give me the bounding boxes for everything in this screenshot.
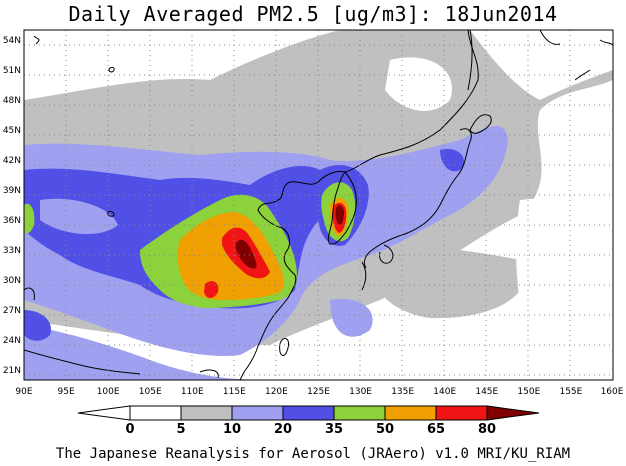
map-footer: The Japanese Reanalysis for Aerosol (JRA… (55, 446, 571, 462)
lat-tick-label: 48N (3, 96, 21, 106)
legend-level-label: 5 (176, 422, 185, 437)
legend-swatch (333, 405, 386, 421)
map-frame (23, 29, 614, 381)
lon-tick-label: 125E (307, 387, 330, 397)
legend-level-label: 10 (223, 422, 241, 437)
lat-tick-label: 27N (3, 306, 21, 316)
lat-tick-label: 30N (3, 276, 21, 286)
lon-tick-label: 115E (223, 387, 246, 397)
lon-tick-label: 135E (391, 387, 414, 397)
lat-tick-label: 54N (3, 36, 21, 46)
lat-tick-label: 45N (3, 126, 21, 136)
lat-tick-label: 24N (3, 336, 21, 346)
lon-tick-label: 110E (181, 387, 204, 397)
legend-level-label: 35 (325, 422, 343, 437)
longitude-labels: 90E 95E 100E 105E 110E 115E 120E 125E 130E 135E 14… (15, 387, 623, 397)
lat-tick-label: 51N (3, 66, 21, 76)
lon-tick-label: 90E (15, 387, 32, 397)
lat-tick-label: 33N (3, 246, 21, 256)
legend-level-label: 50 (376, 422, 394, 437)
legend-swatch (435, 405, 488, 421)
lon-tick-label: 150E (517, 387, 540, 397)
lat-tick-label: 42N (3, 156, 21, 166)
legend-level-label: 20 (274, 422, 292, 437)
lon-tick-label: 105E (139, 387, 162, 397)
legend-swatch (129, 405, 182, 421)
coastlines (24, 30, 613, 380)
lon-tick-label: 95E (58, 387, 75, 397)
legend-swatch (180, 405, 233, 421)
legend-level-label: 80 (478, 422, 496, 437)
lon-tick-label: 130E (349, 387, 372, 397)
lon-tick-label: 160E (601, 387, 624, 397)
legend-arrow-high (486, 405, 540, 421)
lon-tick-label: 140E (433, 387, 456, 397)
latitude-labels: 21N 24N 27N 30N 33N 36N 39N 42N 45N 48N 51N 54N (3, 36, 21, 376)
legend-arrow-low (77, 405, 131, 421)
lon-tick-label: 100E (97, 387, 120, 397)
color-bar-legend: 0 5 10 20 35 50 65 80 (77, 405, 540, 437)
legend-swatch (282, 405, 335, 421)
lon-tick-label: 120E (265, 387, 288, 397)
legend-level-label: 65 (427, 422, 445, 437)
legend-level-label: 0 (125, 422, 134, 437)
lat-tick-label: 21N (3, 366, 21, 376)
lat-tick-label: 36N (3, 216, 21, 226)
grid-lines (24, 30, 613, 380)
lon-tick-label: 145E (475, 387, 498, 397)
lat-tick-label: 39N (3, 186, 21, 196)
legend-swatch (384, 405, 437, 421)
legend-swatch (231, 405, 284, 421)
lon-tick-label: 155E (559, 387, 582, 397)
contour-80 (235, 205, 344, 269)
map-title: Daily Averaged PM2.5 [ug/m3]: 18Jun2014 (68, 2, 558, 26)
pm25-field (24, 30, 613, 380)
